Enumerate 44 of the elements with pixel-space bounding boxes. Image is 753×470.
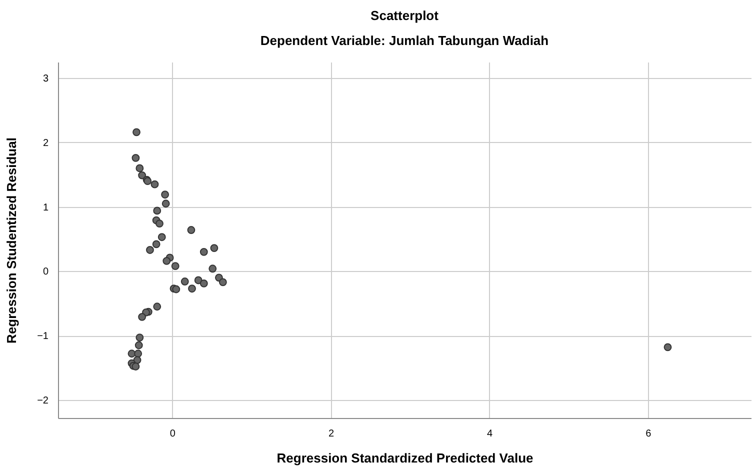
x-tick-label: 0 — [170, 428, 176, 440]
x-tick-label: 6 — [646, 428, 652, 440]
point — [161, 190, 170, 199]
point — [134, 341, 143, 350]
chart-subtitle: Dependent Variable: Jumlah Tabungan Wadiah — [260, 33, 549, 48]
point — [188, 284, 196, 293]
point — [156, 220, 164, 228]
point — [138, 171, 146, 180]
point — [138, 312, 146, 321]
point — [187, 226, 196, 234]
point — [180, 278, 189, 286]
point — [162, 200, 170, 208]
y-tick-label: 0 — [42, 266, 49, 278]
point — [150, 180, 159, 188]
y-axis-title: Regression Studentized Residual — [4, 138, 20, 344]
point — [152, 240, 160, 248]
point — [132, 128, 140, 136]
point — [136, 164, 144, 172]
point — [162, 256, 171, 265]
point — [132, 154, 140, 162]
point — [158, 233, 166, 242]
x-axis-title: Regression Standardized Predicted Value — [276, 450, 534, 466]
y-tick-label: 3 — [42, 74, 49, 85]
point — [200, 248, 208, 256]
point — [146, 246, 154, 254]
x-tick-label: 2 — [328, 428, 334, 440]
x-tick-label: 4 — [487, 428, 494, 440]
point — [136, 334, 144, 342]
point — [664, 343, 672, 352]
point — [200, 279, 208, 288]
point — [171, 262, 180, 270]
y-tick-label: 1 — [42, 202, 49, 214]
point — [172, 285, 180, 294]
point — [134, 350, 142, 358]
chart-title: Scatterplot — [370, 8, 440, 23]
point — [210, 244, 218, 252]
y-tick-label: 2 — [42, 138, 49, 149]
point — [153, 302, 162, 311]
point — [153, 206, 162, 215]
y-tick-label: −1 — [37, 331, 49, 342]
point — [218, 278, 227, 286]
point — [208, 264, 217, 273]
point — [132, 362, 140, 370]
y-tick-label: −2 — [37, 395, 49, 406]
